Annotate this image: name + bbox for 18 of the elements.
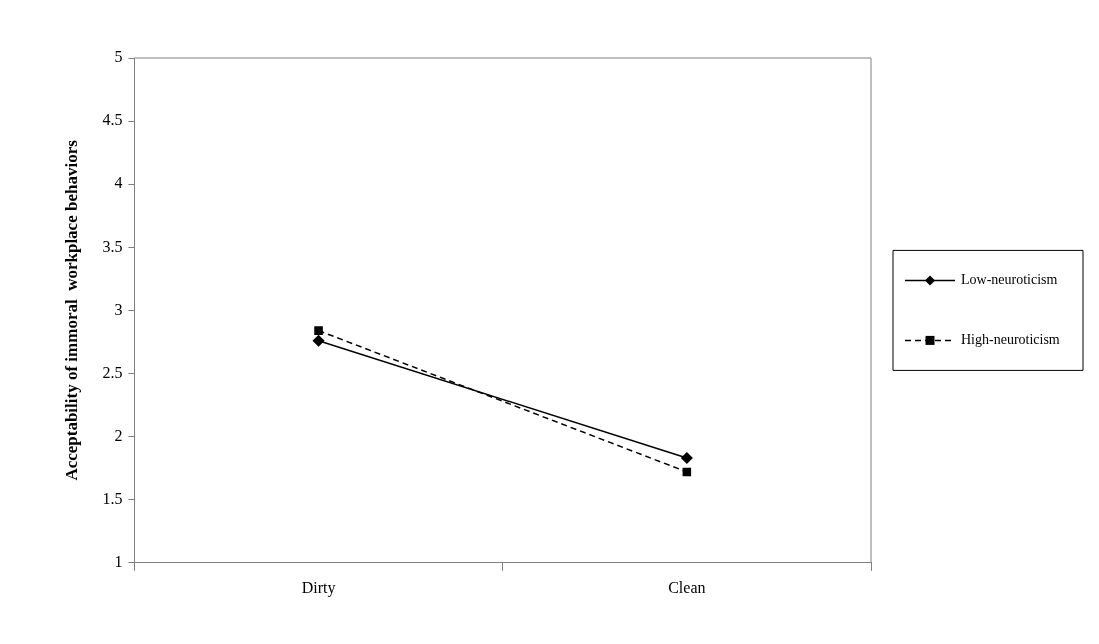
point xyxy=(681,452,693,464)
x-tick-label: Clean xyxy=(668,578,706,596)
y-tick-label: 1.5 xyxy=(102,489,123,507)
y-tick-label: 1 xyxy=(114,553,123,570)
y-tick-label: 2.5 xyxy=(102,363,123,381)
y-tick-label: 5 xyxy=(114,48,123,66)
x-tick-label: Dirty xyxy=(301,578,336,597)
y-axis-title: Acceptability of immoral workplace behaviors xyxy=(61,139,81,481)
y-tick-label: 2 xyxy=(114,426,123,444)
y-tick-label: 4 xyxy=(114,174,123,192)
point xyxy=(312,334,325,347)
y-tick-label: 3.5 xyxy=(102,237,123,255)
legend-label: Low-neuroticism xyxy=(961,272,1058,288)
y-tick-label: 4.5 xyxy=(102,111,123,129)
point xyxy=(682,467,692,477)
legend-label: High-neuroticism xyxy=(961,332,1060,348)
point xyxy=(314,326,323,335)
y-tick-label: 3 xyxy=(114,300,123,318)
